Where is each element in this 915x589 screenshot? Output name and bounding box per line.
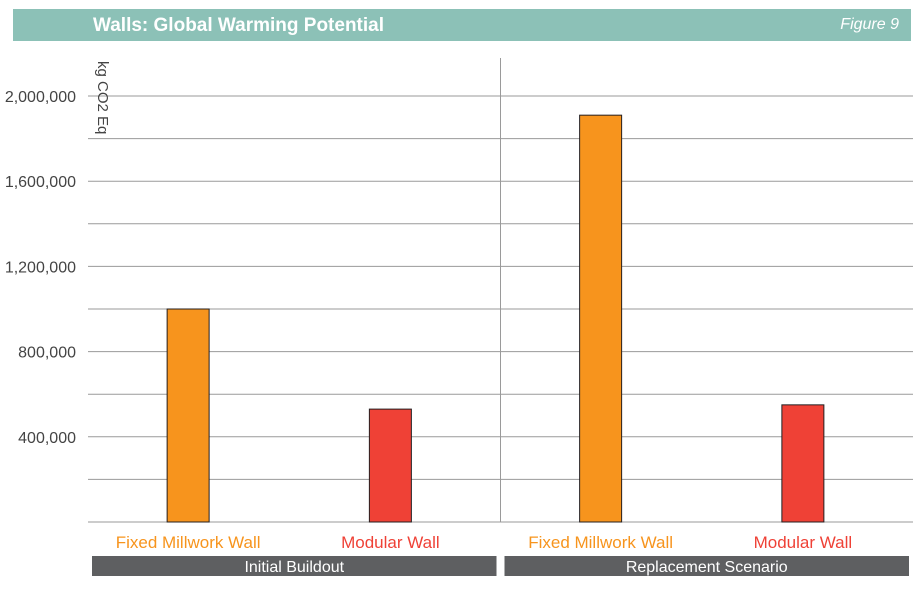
y-tick-label: 400,000 — [18, 430, 76, 447]
y-tick-label: 800,000 — [18, 345, 76, 362]
category-label: Fixed Millwork Wall — [116, 533, 261, 552]
group-label: Initial Buildout — [244, 559, 344, 576]
category-label: Modular Wall — [341, 533, 440, 552]
bar — [368, 408, 412, 523]
group-label: Replacement Scenario — [626, 559, 788, 576]
group-label-bar — [92, 556, 497, 576]
group-label-bar — [504, 556, 909, 576]
bar — [579, 114, 623, 523]
figure-label: Figure 9 — [840, 16, 899, 33]
bar — [166, 308, 210, 523]
chart-header: Walls: Global Warming Potential Figure 9 — [13, 9, 911, 41]
category-label: Fixed Millwork Wall — [528, 533, 673, 552]
header-bar — [13, 9, 911, 41]
y-tick-label: 1,200,000 — [5, 259, 76, 276]
bar — [781, 404, 825, 523]
bar-chart: 400,000 800,000 1,200,000 1,600,000 2,000,00… — [5, 58, 913, 576]
category-label: Modular Wall — [754, 533, 853, 552]
y-tick-label: 1,600,000 — [5, 174, 76, 191]
y-tick-label: 2,000,000 — [5, 89, 76, 106]
y-axis-label: kg CO2 Eq — [94, 61, 111, 134]
chart-title: Walls: Global Warming Potential — [93, 15, 385, 36]
